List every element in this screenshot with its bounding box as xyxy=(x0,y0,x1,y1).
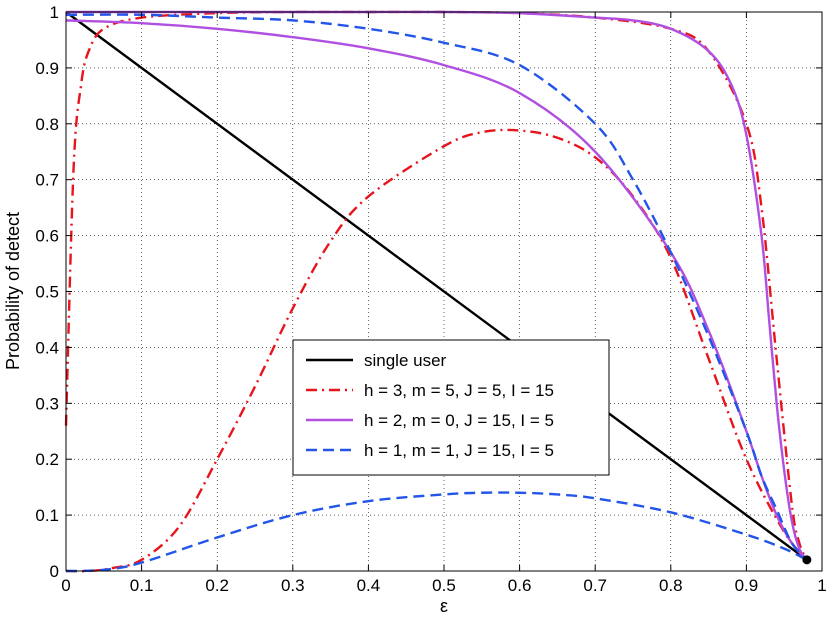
x-tick-label: 0.6 xyxy=(508,576,532,595)
series-line-2 xyxy=(65,128,808,573)
y-tick-label: 1 xyxy=(50,3,59,22)
legend-label: h = 2, m = 0, J = 15, I = 5 xyxy=(364,411,554,430)
y-tick-label: 0.7 xyxy=(35,171,59,190)
ticks: 0 0.1 0.2 0.3 0.4 0.5 0.6 0.7 0.8 0.9 1 0 0.1 0.2 0.3 0… xyxy=(35,3,826,595)
y-tick-label: 0.2 xyxy=(35,450,59,469)
series-line-6 xyxy=(65,491,808,573)
y-tick-label: 0.4 xyxy=(35,338,59,357)
legend-label: single user xyxy=(364,351,447,370)
x-tick-label: 0.8 xyxy=(659,576,683,595)
series-line-0 xyxy=(65,11,808,561)
x-axis-label: ε xyxy=(440,596,448,616)
x-tick-label: 0 xyxy=(61,576,70,595)
y-tick-label: 0.8 xyxy=(35,115,59,134)
legend: single user h = 3, m = 5, J = 5, I = 15 h … xyxy=(292,339,610,476)
y-tick-label: 0.6 xyxy=(35,227,59,246)
x-tick-label: 1 xyxy=(817,576,826,595)
y-tick-label: 0.3 xyxy=(35,394,59,413)
y-axis-label: Probability of detect xyxy=(3,212,23,370)
y-tick-label: 0.5 xyxy=(35,283,59,302)
x-tick-label: 0.1 xyxy=(130,576,154,595)
end-point-marker xyxy=(802,555,812,565)
x-tick-label: 0.2 xyxy=(205,576,229,595)
legend-label: h = 1, m = 1, J = 15, I = 5 xyxy=(364,441,554,460)
x-tick-label: 0.4 xyxy=(357,576,381,595)
series-line-5 xyxy=(65,13,808,561)
legend-label: h = 3, m = 5, J = 5, I = 15 xyxy=(364,381,554,400)
legend-box xyxy=(292,339,610,476)
x-tick-label: 0.3 xyxy=(281,576,305,595)
y-tick-label: 0.9 xyxy=(35,59,59,78)
x-tick-label: 0.9 xyxy=(735,576,759,595)
x-tick-label: 0.7 xyxy=(583,576,607,595)
x-tick-label: 0.5 xyxy=(432,576,456,595)
y-tick-label: 0.1 xyxy=(35,506,59,525)
y-tick-label: 0 xyxy=(50,562,59,581)
